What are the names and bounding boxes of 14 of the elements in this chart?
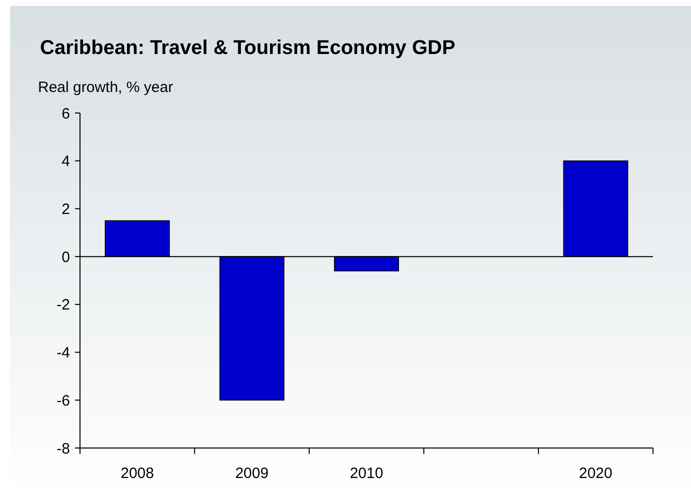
y-tick-label: 2 xyxy=(62,200,70,218)
y-tick-label: -8 xyxy=(56,440,70,458)
chart-title: Caribbean: Travel & Tourism Economy GDP xyxy=(40,37,456,59)
y-tick-label: -2 xyxy=(56,296,70,314)
x-tick-label: 2020 xyxy=(579,465,612,482)
y-tick-label: 4 xyxy=(62,153,70,170)
x-tick-label: 2008 xyxy=(120,465,154,482)
x-tick-label: 2010 xyxy=(350,465,384,482)
y-tick-label: 6 xyxy=(62,105,70,122)
y-tick-label: 0 xyxy=(62,248,70,266)
x-tick-label: 2009 xyxy=(235,465,269,482)
y-axis-title: Real growth, % year xyxy=(38,79,174,96)
y-tick-label: -6 xyxy=(56,392,70,410)
y-tick-label: -4 xyxy=(56,344,70,362)
